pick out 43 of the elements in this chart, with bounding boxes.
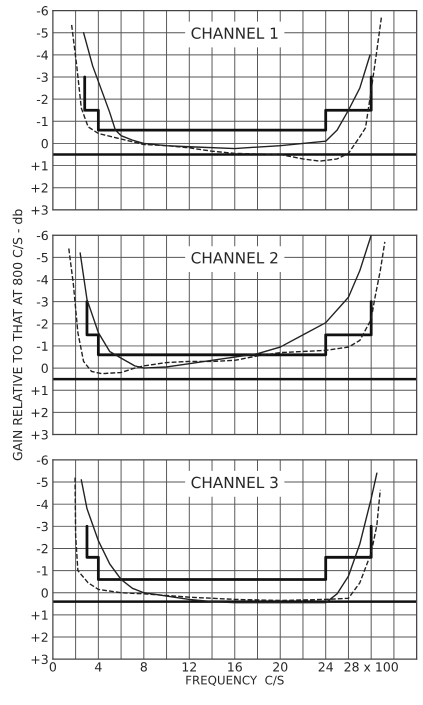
x-tick-label: 20 (273, 662, 288, 672)
y-tick-label: +3 (32, 654, 48, 664)
y-tick-label: +2 (32, 408, 48, 418)
y-axis-title: GAIN RELATIVE TO THAT AT 800 C/S - db (12, 209, 24, 460)
x-axis-title: FREQUENCY C/S (186, 676, 284, 686)
y-tick-label: -5 (36, 253, 48, 262)
y-tick-label: 0 (42, 364, 48, 374)
y-tick-label: -1 (36, 566, 48, 576)
y-tick-label: -6 (36, 230, 48, 240)
y-tick-label: -5 (36, 28, 48, 38)
y-tick-label: -1 (36, 342, 48, 351)
text: CHANNEL 3 (192, 476, 278, 488)
y-tick-label: +3 (32, 205, 48, 215)
y-tick-label: -4 (36, 500, 48, 509)
y-tick-label: -3 (36, 72, 48, 82)
y-tick-label: -2 (36, 319, 48, 329)
y-tick-label: +3 (32, 430, 48, 440)
y-tick-label: -1 (36, 116, 48, 126)
x-tick-label: 28 x 100 (344, 662, 398, 672)
y-tick-label: +2 (32, 183, 48, 192)
x-tick-label: 8 (140, 662, 147, 672)
y-tick-label: 0 (42, 588, 48, 598)
x-tick-label: 0 (50, 662, 56, 672)
y-tick-label: +1 (32, 161, 48, 170)
y-tick-label: +2 (32, 632, 48, 642)
y-tick-label: -2 (36, 544, 48, 554)
y-tick-label: -6 (36, 6, 48, 16)
y-tick-label: -6 (36, 455, 48, 465)
y-tick-label: -2 (36, 94, 48, 104)
y-tick-label: -3 (36, 522, 48, 532)
y-tick-label: -3 (36, 297, 48, 307)
y-tick-label: +1 (32, 610, 48, 620)
x-tick-label: 16 (228, 662, 242, 672)
y-tick-label: +1 (32, 386, 48, 395)
y-tick-label: -4 (36, 50, 48, 60)
text: CHANNEL 1 (192, 27, 278, 39)
x-tick-label: 12 (182, 662, 196, 672)
text: CHANNEL 2 (192, 252, 278, 264)
y-tick-label: 0 (42, 138, 48, 148)
y-tick-label: -4 (36, 275, 48, 284)
x-tick-label: 24 (318, 662, 333, 672)
y-tick-label: -5 (36, 478, 48, 487)
x-tick-label: 4 (94, 662, 102, 672)
